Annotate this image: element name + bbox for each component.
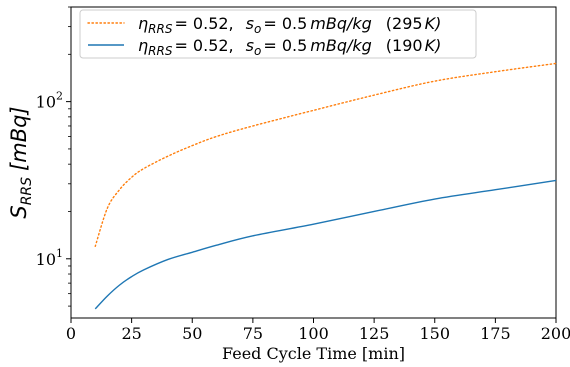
y-tick-label-base: 10 — [36, 93, 56, 112]
y-axis-label: SRRS [mBq] — [7, 106, 35, 218]
y-tick-label-base: 10 — [36, 250, 56, 269]
legend: ηRRS = 0.52, so = 0.5 mBq/kg (295 K)ηRRS = 0.52… — [79, 9, 477, 59]
legend-s-sub: o — [254, 22, 261, 36]
legend-s-value: = 0.5 — [263, 14, 307, 33]
x-axis-label: Feed Cycle Time [min] — [222, 344, 405, 363]
legend-s-sub: o — [254, 44, 261, 58]
legend-temp: (295 — [386, 14, 423, 33]
legend-eta-sub: RRS — [148, 44, 173, 58]
x-tick-label: 150 — [419, 324, 450, 343]
y-tick-label: 102 — [36, 90, 63, 112]
x-tick-label: 175 — [480, 324, 511, 343]
y-tick-label: 101 — [36, 247, 63, 269]
x-tick-label: 100 — [298, 324, 329, 343]
y-tick-label-exponent: 2 — [56, 90, 63, 103]
legend-label-2: ηRRS = 0.52, so = 0.5 mBq/kg (190 K) — [138, 36, 441, 58]
legend-unit: mBq/kg — [310, 14, 372, 33]
legend-temp: (190 — [386, 36, 423, 55]
legend-eta: η — [138, 14, 148, 33]
x-tick-label: 75 — [243, 324, 263, 343]
x-tick-label: 200 — [541, 324, 570, 343]
y-axis-label-unit: [mBq] — [7, 106, 31, 171]
legend-label-1: ηRRS = 0.52, so = 0.5 mBq/kg (295 K) — [138, 14, 441, 36]
legend-unit: mBq/kg — [310, 36, 372, 55]
x-tick-label: 125 — [359, 324, 390, 343]
series-line-1 — [94, 62, 557, 248]
series-layer — [94, 62, 557, 310]
legend-eta: η — [138, 36, 148, 55]
x-axis-ticks: 0 25 50 75 100 125 150 175 200 — [66, 318, 570, 343]
y-axis-label-main: S — [7, 205, 31, 218]
legend-eta-sub: RRS — [148, 22, 173, 36]
legend-box — [79, 9, 477, 59]
legend-temp-unit: K) — [425, 36, 442, 55]
y-tick-label-exponent: 1 — [56, 247, 63, 260]
y-axis-label-sub: RRS — [19, 177, 35, 205]
legend-temp-unit: K) — [425, 14, 442, 33]
x-tick-label: 50 — [182, 324, 202, 343]
series-line-2 — [94, 179, 557, 310]
x-tick-label: 0 — [66, 324, 76, 343]
legend-eta-value: = 0.52, — [174, 14, 233, 33]
legend-s-value: = 0.5 — [263, 36, 307, 55]
legend-s: s — [246, 36, 254, 55]
x-tick-label: 25 — [121, 324, 141, 343]
legend-entries: ηRRS = 0.52, so = 0.5 mBq/kg (295 K)ηRRS = 0.52… — [87, 14, 441, 58]
legend-eta-value: = 0.52, — [174, 36, 233, 55]
legend-s: s — [246, 14, 254, 33]
